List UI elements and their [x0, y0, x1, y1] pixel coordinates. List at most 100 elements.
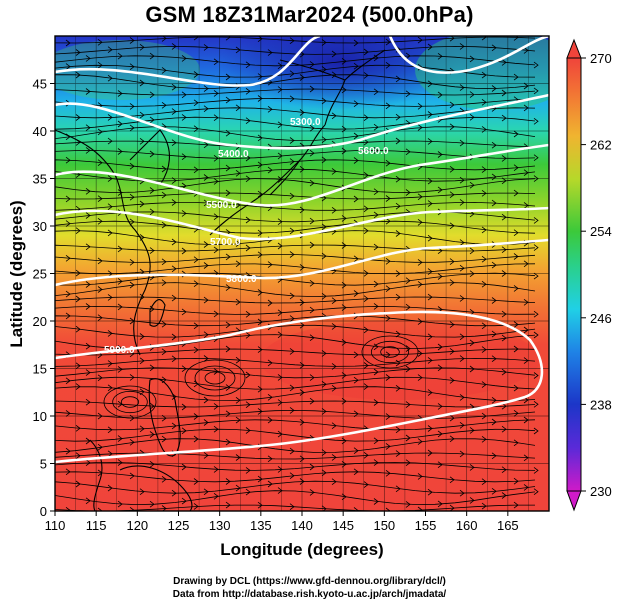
x-tick-label: 120 — [126, 518, 148, 533]
flow-arrow — [225, 345, 231, 353]
eddy-ring — [120, 396, 140, 408]
flow-arrow — [321, 449, 327, 456]
flow-arrow — [299, 321, 305, 329]
flow-arrow — [299, 50, 305, 58]
flow-arrow — [213, 178, 219, 185]
flow-arrow — [395, 175, 401, 183]
flow-arrow — [437, 343, 443, 351]
flow-arrow — [245, 244, 251, 252]
flow-arrow — [385, 413, 391, 420]
flow-arrow — [203, 174, 209, 181]
flow-arrow — [97, 257, 103, 265]
flow-arrow — [129, 374, 135, 381]
flow-arrow — [427, 268, 433, 275]
contour-label-5800: 5800.0 — [226, 274, 257, 285]
flow-arrow — [513, 439, 519, 447]
flow-arrow — [85, 459, 91, 467]
flow-arrow — [321, 380, 327, 388]
flow-arrow — [299, 109, 305, 116]
flow-arrow — [501, 425, 507, 433]
flow-arrow — [417, 350, 423, 357]
flow-arrow — [161, 414, 167, 422]
flow-arrow — [481, 435, 487, 443]
flow-arrow — [213, 58, 219, 66]
eddy-ring — [361, 335, 419, 369]
flow-arrow — [427, 357, 433, 364]
flow-arrow — [267, 480, 273, 488]
flow-arrow — [501, 270, 507, 277]
x-tick-label: 130 — [209, 518, 231, 533]
flow-arrow — [353, 62, 359, 70]
flow-arrow — [523, 169, 529, 177]
flow-arrow — [139, 234, 145, 241]
flow-arrow — [289, 137, 295, 144]
flow-arrow — [85, 212, 91, 219]
flow-arrow — [193, 166, 199, 174]
flow-arrow — [481, 98, 487, 106]
flow-arrow — [513, 384, 519, 392]
flow-arrow — [299, 361, 305, 369]
flow-arrow — [331, 50, 337, 58]
flow-arrow — [309, 124, 315, 132]
flow-arrow — [363, 451, 369, 459]
flow-arrow — [97, 443, 103, 451]
flow-arrow — [373, 211, 379, 219]
flow-arrow — [523, 82, 529, 90]
flow-arrow — [513, 229, 519, 237]
flow-arrow — [235, 454, 241, 461]
flow-arrow — [491, 141, 497, 149]
streamline — [55, 367, 536, 379]
flow-arrow — [203, 396, 209, 404]
flow-arrow — [203, 241, 209, 248]
flow-arrow — [129, 193, 135, 201]
flow-arrow — [257, 73, 263, 80]
flow-arrow — [129, 63, 135, 71]
streamline — [55, 140, 536, 148]
flow-arrow — [449, 321, 455, 328]
y-tick-label: 40 — [33, 124, 47, 139]
flow-arrow — [129, 506, 135, 511]
flow-arrow — [235, 356, 241, 364]
flow-arrow — [181, 247, 187, 255]
flow-arrow — [149, 247, 155, 254]
flow-arrow — [427, 80, 433, 88]
flow-arrow — [171, 489, 177, 497]
flow-arrow — [161, 221, 167, 229]
flow-arrow — [341, 215, 347, 222]
flow-arrow — [501, 466, 507, 474]
flow-arrow — [193, 435, 199, 443]
flow-arrow — [469, 181, 475, 189]
flow-arrow — [85, 147, 91, 154]
flow-arrow — [149, 305, 155, 313]
flow-arrow — [481, 381, 487, 388]
flow-arrow — [129, 317, 135, 325]
flow-arrow — [363, 295, 369, 303]
flow-arrow — [321, 469, 327, 477]
flow-arrow — [353, 195, 359, 203]
flow-arrow — [85, 497, 91, 505]
flow-arrow — [373, 303, 379, 310]
flow-arrow — [235, 240, 241, 247]
flow-arrow — [65, 377, 71, 385]
flow-arrow — [225, 129, 231, 137]
flow-arrow — [245, 216, 251, 224]
flow-arrow — [139, 43, 145, 51]
flow-arrow — [117, 148, 123, 155]
flow-arrow — [277, 399, 283, 406]
flow-arrow — [225, 384, 231, 391]
flow-arrow — [417, 193, 423, 201]
y-tick-label: 25 — [33, 267, 47, 282]
flow-arrow — [97, 507, 103, 511]
flow-arrow — [481, 322, 487, 330]
flow-arrow — [65, 290, 71, 298]
flow-arrow — [341, 125, 347, 133]
flow-arrow — [395, 113, 401, 121]
flow-arrow — [395, 384, 401, 392]
flow-arrow — [405, 277, 411, 285]
flow-arrow — [437, 151, 443, 158]
flow-arrow — [481, 226, 487, 234]
y-tick-label: 15 — [33, 362, 47, 377]
flow-arrow — [385, 257, 391, 265]
flow-arrow — [373, 88, 379, 96]
flow-arrow — [203, 262, 209, 269]
